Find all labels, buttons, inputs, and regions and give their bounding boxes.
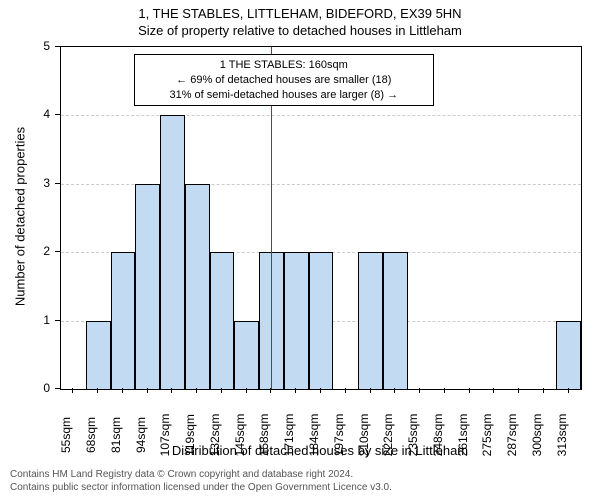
ytick-label: 1 xyxy=(0,313,50,327)
ytick-label: 2 xyxy=(0,244,50,258)
bar xyxy=(383,252,408,389)
xtick-label: 313sqm xyxy=(555,414,569,457)
footer-line1: Contains HM Land Registry data © Crown c… xyxy=(10,468,392,481)
grid-line xyxy=(61,115,581,116)
bar xyxy=(284,252,309,389)
xtick-label: 107sqm xyxy=(158,414,172,457)
bar xyxy=(160,115,185,389)
bar xyxy=(358,252,383,389)
annotation-line1: 1 THE STABLES: 160sqm xyxy=(141,58,427,73)
footer-line2: Contains public sector information licen… xyxy=(10,481,392,494)
ytick-mark xyxy=(55,251,60,252)
xtick-mark xyxy=(122,388,123,393)
ytick-mark xyxy=(55,114,60,115)
ytick-label: 5 xyxy=(0,39,50,53)
ytick-label: 4 xyxy=(0,107,50,121)
bar xyxy=(234,321,259,389)
xtick-label: 55sqm xyxy=(59,417,73,453)
xtick-mark xyxy=(221,388,222,393)
xtick-label: 145sqm xyxy=(233,414,247,457)
xtick-mark xyxy=(270,388,271,393)
xtick-mark xyxy=(469,388,470,393)
xtick-label: 81sqm xyxy=(109,417,123,453)
xtick-label: 68sqm xyxy=(84,417,98,453)
xtick-mark xyxy=(370,388,371,393)
xtick-mark xyxy=(543,388,544,393)
bar xyxy=(86,321,111,389)
xtick-label: 222sqm xyxy=(381,414,395,457)
ytick-mark xyxy=(55,183,60,184)
ytick-mark xyxy=(55,388,60,389)
xtick-label: 248sqm xyxy=(431,414,445,457)
xtick-mark xyxy=(295,388,296,393)
annotation-line2: ← 69% of detached houses are smaller (18… xyxy=(141,73,427,88)
ytick-label: 3 xyxy=(0,176,50,190)
chart-container: 1, THE STABLES, LITTLEHAM, BIDEFORD, EX3… xyxy=(0,0,600,500)
xtick-mark xyxy=(444,388,445,393)
title-line1: 1, THE STABLES, LITTLEHAM, BIDEFORD, EX3… xyxy=(0,6,600,21)
xtick-label: 94sqm xyxy=(134,417,148,453)
bar xyxy=(309,252,334,389)
xtick-mark xyxy=(568,388,569,393)
title-block: 1, THE STABLES, LITTLEHAM, BIDEFORD, EX3… xyxy=(0,6,600,38)
xtick-label: 171sqm xyxy=(282,414,296,457)
xtick-label: 235sqm xyxy=(406,414,420,457)
xtick-mark xyxy=(394,388,395,393)
xtick-mark xyxy=(246,388,247,393)
bar xyxy=(135,184,160,389)
bar xyxy=(185,184,210,389)
xtick-label: 197sqm xyxy=(332,414,346,457)
xtick-mark xyxy=(72,388,73,393)
xtick-label: 261sqm xyxy=(456,414,470,457)
xtick-mark xyxy=(320,388,321,393)
xtick-label: 275sqm xyxy=(480,414,494,457)
bar xyxy=(556,321,581,389)
bar xyxy=(111,252,136,389)
xtick-label: 158sqm xyxy=(257,414,271,457)
xtick-label: 184sqm xyxy=(307,414,321,457)
xtick-label: 119sqm xyxy=(183,414,197,456)
ytick-mark xyxy=(55,46,60,47)
xtick-mark xyxy=(419,388,420,393)
footer-attribution: Contains HM Land Registry data © Crown c… xyxy=(10,468,392,494)
title-line2: Size of property relative to detached ho… xyxy=(0,23,600,38)
xtick-label: 210sqm xyxy=(357,414,371,457)
xtick-mark xyxy=(196,388,197,393)
xtick-mark xyxy=(171,388,172,393)
bar xyxy=(210,252,235,389)
ytick-mark xyxy=(55,320,60,321)
annotation-line3: 31% of semi-detached houses are larger (… xyxy=(141,88,427,103)
xtick-mark xyxy=(493,388,494,393)
xtick-mark xyxy=(345,388,346,393)
xtick-label: 300sqm xyxy=(530,414,544,457)
xtick-label: 132sqm xyxy=(208,414,222,457)
annotation-box: 1 THE STABLES: 160sqm← 69% of detached h… xyxy=(134,54,434,107)
xtick-label: 287sqm xyxy=(505,414,519,457)
xtick-mark xyxy=(97,388,98,393)
plot-area: 1 THE STABLES: 160sqm← 69% of detached h… xyxy=(60,46,582,390)
ytick-label: 0 xyxy=(0,381,50,395)
xtick-mark xyxy=(147,388,148,393)
xtick-mark xyxy=(518,388,519,393)
y-axis-label: Number of detached properties xyxy=(13,117,28,317)
